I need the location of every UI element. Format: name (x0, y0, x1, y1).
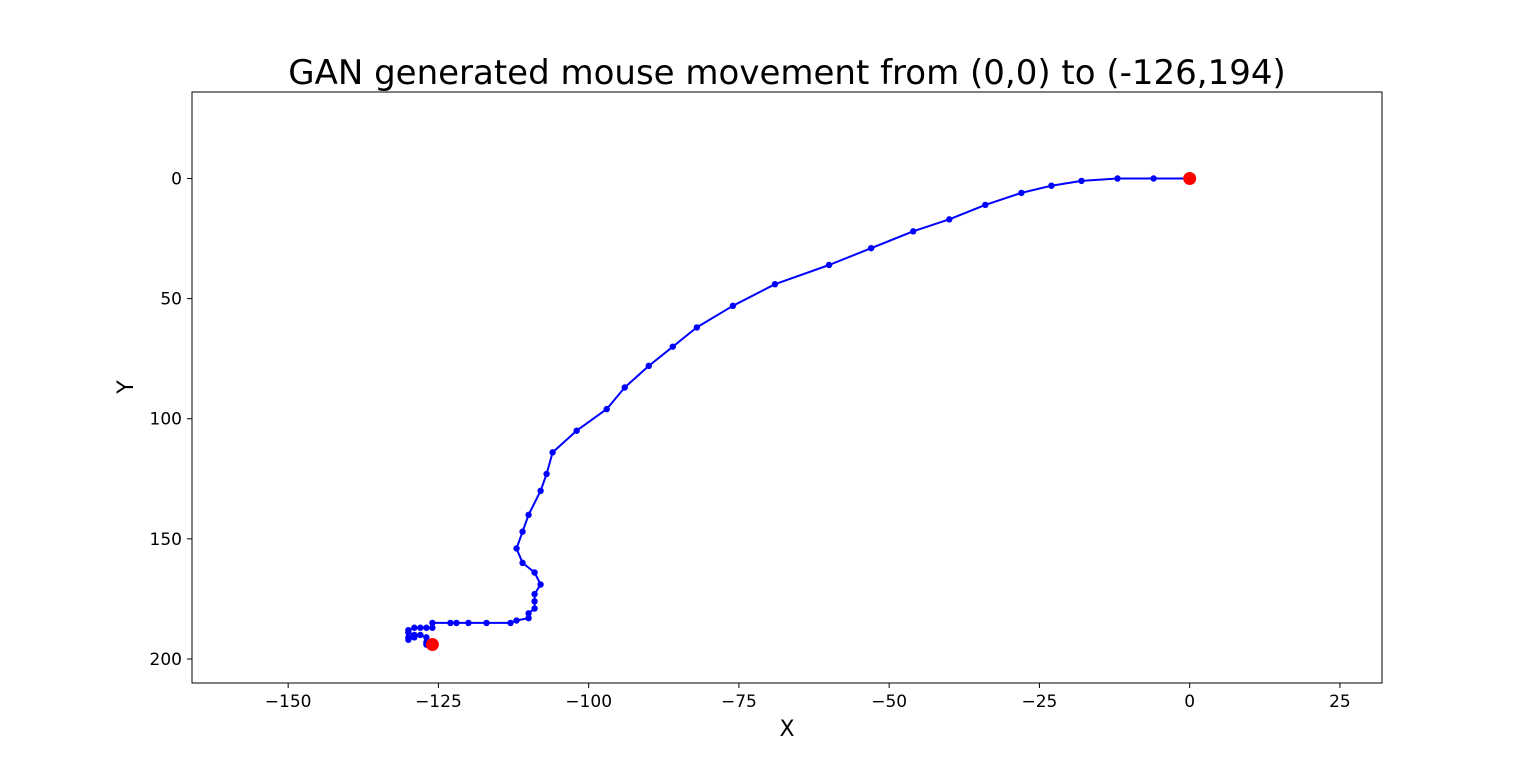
plot-area-frame (191, 91, 1383, 684)
data-point (405, 636, 412, 643)
data-point (465, 619, 472, 627)
data-point (531, 605, 538, 612)
data-point (507, 619, 514, 627)
x-axis: −150 −125 −100 −75 −50 −25 0 25 (265, 683, 1351, 712)
series-layer (405, 175, 1193, 648)
data-point (537, 487, 544, 495)
data-point (982, 201, 989, 209)
data-point (1078, 177, 1085, 185)
data-point (423, 624, 430, 631)
data-point (525, 614, 532, 622)
data-point (910, 228, 917, 235)
data-point (429, 619, 436, 627)
data-point (429, 624, 436, 631)
data-point (423, 634, 430, 641)
series-line (407, 177, 1190, 646)
data-point (1150, 175, 1157, 182)
x-tick-label: −50 (871, 692, 907, 712)
data-point (453, 619, 460, 627)
data-point (825, 261, 833, 269)
data-point (531, 598, 538, 605)
x-tick-label: −125 (415, 692, 462, 712)
data-point (411, 634, 418, 641)
data-point (483, 619, 490, 627)
data-point (1114, 175, 1121, 182)
data-point (417, 624, 424, 631)
x-tick-label: −150 (265, 692, 312, 712)
data-point (513, 545, 520, 552)
data-point (537, 581, 544, 588)
data-point (513, 617, 520, 624)
data-point (519, 559, 526, 567)
data-point (411, 624, 418, 631)
y-axis-label: Y (114, 380, 139, 395)
endpoint-layer (425, 171, 1197, 652)
y-tick-label: 150 (150, 530, 182, 550)
data-point (525, 511, 532, 519)
data-point (543, 470, 550, 478)
data-point (549, 449, 556, 456)
y-tick-label: 200 (150, 650, 182, 670)
data-point (729, 302, 737, 310)
data-point (693, 324, 701, 331)
data-point (417, 631, 424, 639)
data-point (1018, 189, 1025, 197)
data-point (573, 427, 580, 434)
data-point (1048, 182, 1055, 189)
y-tick-label: 100 (150, 410, 182, 430)
data-point (867, 244, 875, 252)
endpoint-marker (1183, 171, 1197, 185)
data-point (447, 619, 454, 627)
data-point (645, 362, 652, 370)
data-point (669, 343, 677, 350)
data-point (621, 384, 628, 391)
data-point (405, 629, 412, 636)
x-tick-label: −25 (1021, 692, 1057, 712)
data-point (946, 216, 953, 223)
y-tick-label: 0 (171, 169, 182, 189)
x-tick-label: −75 (721, 692, 757, 712)
data-point (531, 590, 538, 598)
chart-title: GAN generated mouse movement from (0,0) … (288, 53, 1286, 93)
y-tick-label: 50 (160, 290, 182, 310)
x-tick-label: −100 (565, 692, 612, 712)
data-point (519, 528, 526, 535)
endpoint-marker (425, 638, 439, 652)
y-axis: 0 50 100 150 200 (150, 169, 192, 670)
data-point (531, 569, 538, 576)
x-tick-label: 25 (1329, 692, 1351, 712)
x-axis-label: X (779, 717, 794, 742)
x-tick-label: 0 (1184, 692, 1195, 712)
data-point (525, 610, 532, 617)
data-point (603, 405, 610, 413)
data-point (771, 280, 779, 288)
